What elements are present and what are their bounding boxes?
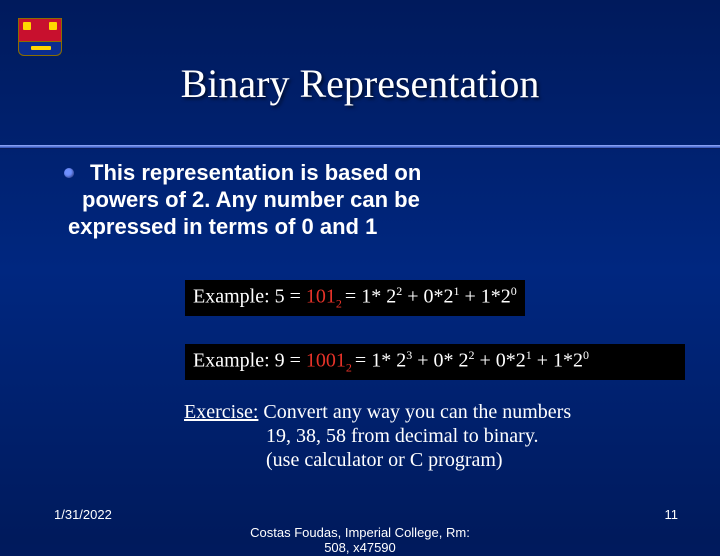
example-2-part-a: = 1* 2 [355,350,406,372]
bullet-dot-icon [64,168,74,178]
example-2-prefix: Example: 9 = [193,350,306,372]
example-2-part-b: + 0* 2 [412,350,468,372]
example-1-part-b: + 0*2 [402,286,453,308]
bullet-line-2: powers of 2. Any number can be [82,187,644,214]
exercise-line-3: (use calculator or C program) [266,448,684,472]
footer-date: 1/31/2022 [54,507,112,522]
bullet-line-3: expressed in terms of 0 and 1 [68,214,644,241]
footer-center: Costas Foudas, Imperial College, Rm: 508… [0,526,720,556]
footer-page-number: 11 [665,507,679,522]
institution-logo [18,18,66,66]
bullet-line-1: This representation is based on [90,160,644,187]
example-2-subscript: 2 [346,361,355,375]
example-1-exp-3: 0 [511,284,517,298]
example-2-exp-4: 0 [583,348,589,362]
bullet-text: This representation is based on powers o… [64,160,644,240]
slide-title: Binary Representation [0,60,720,107]
example-2-part-c: + 0*2 [474,350,525,372]
example-2: Example: 9 = 10012 = 1* 23 + 0* 22 + 0*2… [185,344,685,380]
footer-center-line-2: 508, x47590 [324,540,396,555]
horizontal-rule [0,145,720,149]
exercise-label: Exercise: [184,401,258,423]
example-1-part-c: + 1*2 [459,286,510,308]
example-2-binary: 1001 [306,350,346,372]
example-1-binary: 101 [306,286,336,308]
footer-center-line-1: Costas Foudas, Imperial College, Rm: [250,525,470,540]
exercise-line-2: 19, 38, 58 from decimal to binary. [266,424,684,448]
example-2-part-d: + 1*2 [532,350,583,372]
example-1-part-a: = 1* 2 [345,286,396,308]
example-1: Example: 5 = 1012 = 1* 22 + 0*21 + 1*20 [185,280,525,316]
example-1-prefix: Example: 5 = [193,286,306,308]
bullet-item: This representation is based on powers o… [64,160,644,240]
exercise-line-1: Convert any way you can the numbers [258,401,571,423]
exercise-block: Exercise: Convert any way you can the nu… [184,400,684,472]
example-1-subscript: 2 [336,297,345,311]
